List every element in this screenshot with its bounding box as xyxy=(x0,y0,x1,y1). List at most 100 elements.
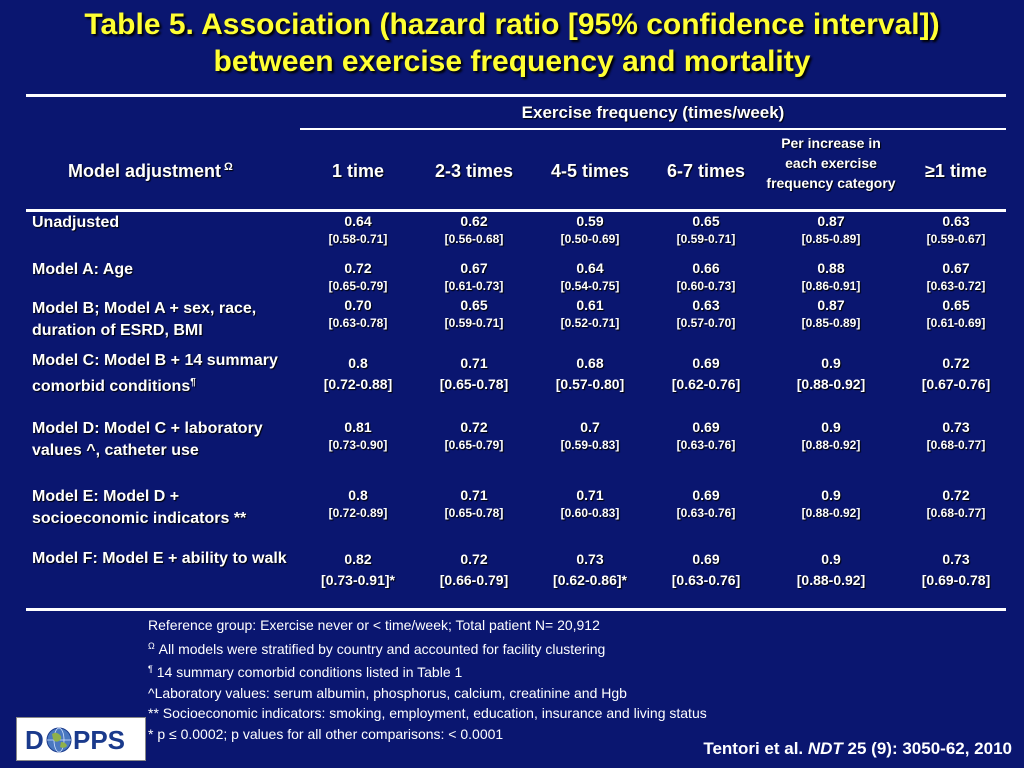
table-cell: 0.9 [0.88-0.92] xyxy=(766,548,896,590)
hazard-ratio: 0.68 xyxy=(576,355,604,371)
column-header-4: 6-7 times xyxy=(666,161,746,181)
hazard-ratio: 0.9 xyxy=(821,419,841,435)
group-header-rule xyxy=(300,128,1006,130)
table-cell: 0.69 [0.63-0.76] xyxy=(648,486,764,522)
confidence-interval: [0.61-0.73] xyxy=(444,279,504,293)
table-cell: 0.68 [0.57-0.80] xyxy=(532,352,648,394)
confidence-interval: [0.68-0.77] xyxy=(926,438,986,452)
footnote-omega: Ω All models were stratified by country … xyxy=(148,640,606,657)
hazard-ratio: 0.62 xyxy=(460,213,488,229)
column-header-3: 4-5 times xyxy=(550,161,630,181)
confidence-interval: [0.54-0.75] xyxy=(560,279,620,293)
hazard-ratio: 0.65 xyxy=(692,213,720,229)
hazard-ratio: 0.63 xyxy=(942,213,970,229)
hazard-ratio: 0.7 xyxy=(580,419,600,435)
slide-title: Table 5. Association (hazard ratio [95% … xyxy=(0,6,1024,80)
table-cell: 0.69 [0.63-0.76] xyxy=(648,548,764,590)
confidence-interval: [0.60-0.73] xyxy=(676,279,736,293)
confidence-interval: [0.52-0.71] xyxy=(560,316,620,330)
hazard-ratio: 0.69 xyxy=(692,487,720,503)
table-cell: 0.64 [0.58-0.71] xyxy=(300,212,416,248)
table-cell: 0.87 [0.85-0.89] xyxy=(766,212,896,248)
hazard-ratio: 0.72 xyxy=(344,260,372,276)
row-label: Model E: Model D + socioeconomic indicat… xyxy=(32,488,247,527)
model-adjustment-header: Model adjustment Ω xyxy=(68,161,233,181)
confidence-interval: [0.65-0.79] xyxy=(444,438,504,452)
confidence-interval: [0.63-0.78] xyxy=(328,316,388,330)
table-cell: 0.69 [0.63-0.76] xyxy=(648,418,764,454)
table-cell: 0.88 [0.86-0.91] xyxy=(766,259,896,295)
hazard-ratio: 0.63 xyxy=(692,297,720,313)
hazard-ratio: 0.64 xyxy=(576,260,604,276)
hazard-ratio: 0.69 xyxy=(692,419,720,435)
dopps-logo: D PPS xyxy=(16,717,146,761)
table-cell: 0.71 [0.65-0.78] xyxy=(416,486,532,522)
table-cell: 0.9 [0.88-0.92] xyxy=(766,486,896,522)
table-cell: 0.72 [0.68-0.77] xyxy=(898,486,1014,522)
table-cell: 0.8 [0.72-0.88] xyxy=(300,352,416,394)
hazard-ratio: 0.81 xyxy=(344,419,372,435)
hazard-ratio: 0.66 xyxy=(692,260,720,276)
table-cell: 0.65 [0.59-0.71] xyxy=(416,296,532,332)
header-bottom-rule xyxy=(26,209,1006,212)
footnote-pvalue: * p ≤ 0.0002; p values for all other com… xyxy=(148,725,504,742)
hazard-ratio: 0.61 xyxy=(576,297,604,313)
table-cell: 0.70 [0.63-0.78] xyxy=(300,296,416,332)
row-label: Unadjusted xyxy=(32,214,120,231)
hazard-ratio: 0.73 xyxy=(942,419,970,435)
table-cell: 0.82 [0.73-0.91]* xyxy=(300,548,416,590)
confidence-interval: [0.88-0.92] xyxy=(801,438,861,452)
hazard-ratio: 0.67 xyxy=(460,260,488,276)
table-cell: 0.81 [0.73-0.90] xyxy=(300,418,416,454)
hazard-ratio: 0.69 xyxy=(692,551,720,567)
table-cell: 0.63 [0.59-0.67] xyxy=(898,212,1014,248)
hazard-ratio: 0.72 xyxy=(460,419,488,435)
hazard-ratio: 0.65 xyxy=(460,297,488,313)
confidence-interval: [0.63-0.76] xyxy=(676,506,736,520)
logo-letter-d: D xyxy=(25,725,44,755)
footnote-reference: Reference group: Exercise never or < tim… xyxy=(148,617,600,633)
table-cell: 0.72 [0.65-0.79] xyxy=(416,418,532,454)
table-cell: 0.64 [0.54-0.75] xyxy=(532,259,648,295)
confidence-interval: [0.72-0.89] xyxy=(328,506,388,520)
group-header: Exercise frequency (times/week) xyxy=(521,103,785,122)
table-cell: 0.72 [0.66-0.79] xyxy=(416,548,532,590)
confidence-interval: [0.65-0.78] xyxy=(439,376,509,392)
hazard-ratio: 0.65 xyxy=(942,297,970,313)
hazard-ratio: 0.64 xyxy=(344,213,372,229)
confidence-interval: [0.50-0.69] xyxy=(560,232,620,246)
hazard-ratio: 0.73 xyxy=(576,551,604,567)
dopps-logo-graphic: D PPS xyxy=(25,725,125,755)
confidence-interval: [0.63-0.72] xyxy=(926,279,986,293)
confidence-interval: [0.59-0.67] xyxy=(926,232,986,246)
table-cell: 0.9 [0.88-0.92] xyxy=(766,352,896,394)
table-cell: 0.73 [0.68-0.77] xyxy=(898,418,1014,454)
table-cell: 0.73 [0.62-0.86]* xyxy=(532,548,648,590)
confidence-interval: [0.59-0.71] xyxy=(444,316,504,330)
hazard-ratio: 0.71 xyxy=(460,355,488,371)
hazard-ratio: 0.71 xyxy=(460,487,488,503)
confidence-interval: [0.69-0.78] xyxy=(921,572,991,588)
footnote-socio: ** Socioeconomic indicators: smoking, em… xyxy=(148,705,707,721)
column-header-5: Per increase in each exercise frequency … xyxy=(766,135,896,191)
confidence-interval: [0.56-0.68] xyxy=(444,232,504,246)
confidence-interval: [0.57-0.80] xyxy=(555,376,625,392)
confidence-interval: [0.58-0.71] xyxy=(328,232,388,246)
hazard-ratio: 0.70 xyxy=(344,297,372,313)
row-label: Model C: Model B + 14 summary comorbid c… xyxy=(32,352,278,395)
confidence-interval: [0.65-0.78] xyxy=(444,506,504,520)
footnote-lab: ^Laboratory values: serum albumin, phosp… xyxy=(148,684,627,701)
hazard-ratio: 0.71 xyxy=(576,487,604,503)
table-cell: 0.61 [0.52-0.71] xyxy=(532,296,648,332)
hazard-ratio: 0.8 xyxy=(348,487,368,503)
confidence-interval: [0.72-0.88] xyxy=(323,376,393,392)
confidence-interval: [0.63-0.76] xyxy=(671,572,741,588)
table-cell: 0.72 [0.65-0.79] xyxy=(300,259,416,295)
table-cell: 0.65 [0.61-0.69] xyxy=(898,296,1014,332)
table-cell: 0.7 [0.59-0.83] xyxy=(532,418,648,454)
confidence-interval: [0.85-0.89] xyxy=(801,232,861,246)
table-cell: 0.65 [0.59-0.71] xyxy=(648,212,764,248)
table-bottom-rule xyxy=(26,608,1006,611)
table-cell: 0.87 [0.85-0.89] xyxy=(766,296,896,332)
column-header-1: 1 time xyxy=(331,161,385,181)
